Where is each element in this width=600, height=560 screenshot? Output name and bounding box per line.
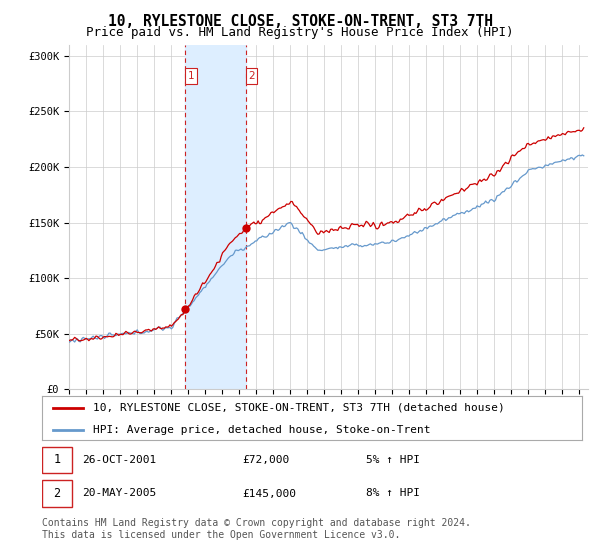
Text: Price paid vs. HM Land Registry's House Price Index (HPI): Price paid vs. HM Land Registry's House … — [86, 26, 514, 39]
Text: 8% ↑ HPI: 8% ↑ HPI — [366, 488, 420, 498]
Text: 20-MAY-2005: 20-MAY-2005 — [83, 488, 157, 498]
Bar — [185, 45, 245, 389]
Text: 2: 2 — [53, 487, 61, 500]
Bar — [42, 447, 72, 473]
Text: 1: 1 — [188, 71, 194, 81]
Text: 10, RYLESTONE CLOSE, STOKE-ON-TRENT, ST3 7TH: 10, RYLESTONE CLOSE, STOKE-ON-TRENT, ST3… — [107, 14, 493, 29]
Text: HPI: Average price, detached house, Stoke-on-Trent: HPI: Average price, detached house, Stok… — [94, 425, 431, 435]
Text: 2: 2 — [248, 71, 255, 81]
Text: £72,000: £72,000 — [242, 455, 289, 465]
Text: 1: 1 — [53, 454, 61, 466]
Bar — [42, 480, 72, 507]
Text: Contains HM Land Registry data © Crown copyright and database right 2024.
This d: Contains HM Land Registry data © Crown c… — [42, 518, 471, 540]
Text: £145,000: £145,000 — [242, 488, 296, 498]
Text: 26-OCT-2001: 26-OCT-2001 — [83, 455, 157, 465]
Text: 10, RYLESTONE CLOSE, STOKE-ON-TRENT, ST3 7TH (detached house): 10, RYLESTONE CLOSE, STOKE-ON-TRENT, ST3… — [94, 403, 505, 413]
Text: 5% ↑ HPI: 5% ↑ HPI — [366, 455, 420, 465]
